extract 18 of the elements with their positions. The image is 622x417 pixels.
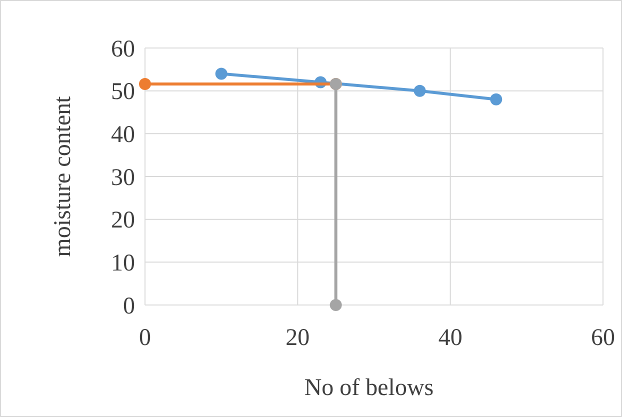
y-tick-label: 30 [111,164,135,191]
point [414,84,426,97]
x-tick-label: 60 [591,325,615,351]
y-tick-label: 0 [123,293,135,320]
x-tick-label: 20 [286,325,310,351]
y-tick-label: 40 [111,122,135,148]
y-tick-label: 20 [111,208,135,234]
x-axis-title: No of belows [304,375,434,401]
y-tick-label: 10 [111,250,135,277]
y-axis-title: moisture content [50,96,76,257]
x-tick-label: 0 [139,325,151,351]
x-tick-label: 40 [438,325,462,351]
point [139,78,151,90]
point [330,299,342,311]
point [490,93,502,106]
point [215,68,228,80]
y-tick-label: 50 [111,79,135,106]
y-tick-label: 60 [111,36,135,62]
